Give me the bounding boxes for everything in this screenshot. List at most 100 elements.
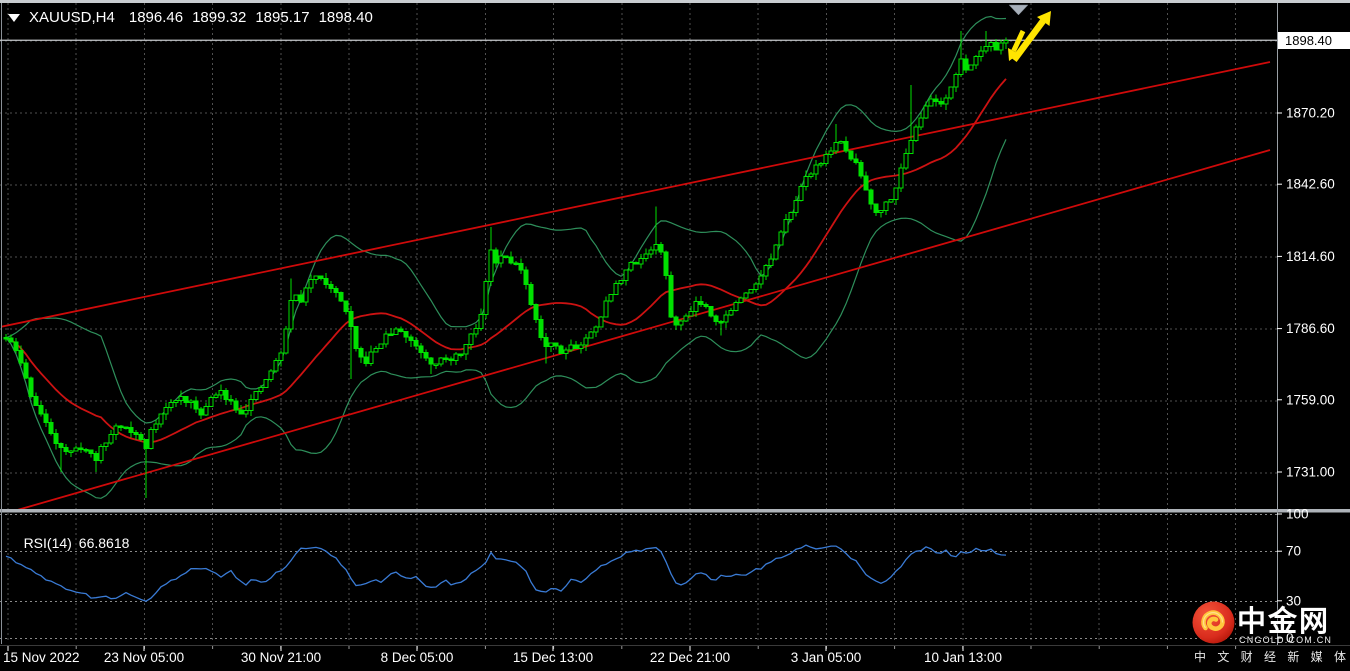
- candle-body: [83, 449, 89, 452]
- price-axis-label[interactable]: 1814.60: [1286, 249, 1335, 264]
- candle-body: [43, 413, 49, 423]
- candle-body: [268, 370, 274, 380]
- time-axis-label[interactable]: 15 Nov 2022: [3, 650, 80, 665]
- candle-body: [673, 316, 679, 326]
- time-axis-label[interactable]: 15 Dec 13:00: [513, 650, 593, 665]
- candle-body: [703, 303, 709, 308]
- candle-body: [628, 261, 634, 271]
- yellow-arrow-down-head[interactable]: [1008, 48, 1019, 61]
- ohlc-high-value: 1899.32: [192, 9, 247, 26]
- rsi-axis-label[interactable]: 70: [1286, 544, 1301, 559]
- candle-body: [798, 186, 804, 201]
- yellow-arrow-up[interactable]: [1011, 19, 1046, 62]
- candle-body: [228, 398, 234, 402]
- candle-body: [423, 351, 429, 359]
- time-axis-label[interactable]: 3 Jan 05:00: [791, 650, 862, 665]
- rsi-axis-label[interactable]: 30: [1286, 593, 1301, 608]
- candle-body: [858, 161, 864, 177]
- candle-body: [588, 331, 594, 339]
- candle-body: [563, 349, 569, 355]
- price-axis-label[interactable]: 1842.60: [1286, 177, 1335, 192]
- candle-body: [393, 328, 399, 335]
- candle-body: [23, 362, 29, 379]
- trendline-channel-upper[interactable]: [0, 61, 1271, 328]
- candle-body: [518, 262, 524, 271]
- rsi-axis-label[interactable]: 100: [1286, 507, 1309, 522]
- candle-body: [788, 211, 794, 220]
- price-axis-label[interactable]: 1759.00: [1286, 392, 1335, 407]
- candle-body: [173, 399, 179, 404]
- candle-body: [468, 333, 474, 345]
- candle-body: [598, 316, 604, 328]
- candle-body: [258, 387, 264, 392]
- time-axis-label[interactable]: 22 Dec 21:00: [650, 650, 730, 665]
- candle-body: [923, 105, 929, 119]
- candle-body: [378, 343, 384, 349]
- time-axis-label[interactable]: 23 Nov 05:00: [104, 650, 184, 665]
- trendline-channel-lower[interactable]: [0, 149, 1271, 515]
- symbol-dropdown-icon[interactable]: [8, 13, 20, 22]
- candle-body: [853, 158, 859, 163]
- candle-body: [658, 244, 664, 253]
- candle-body: [693, 301, 699, 312]
- candle-body: [298, 294, 304, 303]
- candle-body: [448, 358, 454, 362]
- rsi-pane: [5, 544, 1007, 602]
- candle-body: [353, 326, 359, 349]
- rsi-axis-label[interactable]: 0: [1286, 631, 1294, 646]
- candle-body: [723, 314, 729, 323]
- candle-body: [463, 343, 469, 355]
- candle-body: [63, 447, 69, 453]
- yellow-arrow-down[interactable]: [1011, 29, 1026, 53]
- candle-body: [488, 249, 494, 283]
- candle-body: [938, 100, 944, 105]
- candle-body: [158, 413, 164, 425]
- candle-body: [303, 287, 309, 303]
- candle-body: [458, 353, 464, 357]
- candle-body: [163, 407, 169, 415]
- time-axis-label[interactable]: 30 Nov 21:00: [241, 650, 321, 665]
- candle-body: [883, 201, 889, 211]
- candle-body: [338, 292, 344, 302]
- candle-body: [93, 453, 99, 462]
- cngold-logo: 中金网 CNGOLD.COM.CN 中 文 财 经 新 媒 体: [1190, 597, 1348, 665]
- candle-body: [813, 164, 819, 175]
- candle-body: [678, 320, 684, 326]
- candle-body: [748, 288, 754, 294]
- window-top-border: [0, 0, 1350, 3]
- time-axis-label[interactable]: 8 Dec 05:00: [381, 650, 454, 665]
- yellow-arrow-up-head[interactable]: [1037, 11, 1051, 26]
- bollinger-middle-ma: [5, 78, 1007, 444]
- candle-body: [818, 163, 824, 166]
- ohlc-open-value: 1896.46: [128, 9, 184, 26]
- price-axis-label[interactable]: 1786.60: [1286, 321, 1335, 336]
- price-axis-label[interactable]: 1870.20: [1286, 106, 1335, 121]
- candle-body: [28, 377, 34, 397]
- rsi-indicator-label: RSI(14) 66.8618: [8, 519, 130, 567]
- candle-body: [843, 140, 849, 152]
- candle-body: [668, 274, 674, 318]
- candle-body: [868, 189, 874, 205]
- gray-triangle-marker[interactable]: [1008, 4, 1029, 16]
- time-axis-label[interactable]: 10 Jan 13:00: [924, 650, 1002, 665]
- bollinger-upper-band: [5, 15, 1007, 424]
- candle-body: [928, 98, 934, 107]
- candle-body: [688, 310, 694, 317]
- candle-body: [633, 261, 639, 265]
- candle-body: [543, 336, 549, 348]
- price-axis-label[interactable]: 1731.00: [1286, 464, 1335, 479]
- candle-body: [733, 301, 739, 312]
- current-price-tag: 1898.40: [1278, 32, 1350, 49]
- candle-body: [753, 283, 759, 290]
- candle-body: [188, 400, 194, 404]
- candle-body: [803, 175, 809, 188]
- candle-body: [528, 283, 534, 305]
- candle-body: [623, 269, 629, 281]
- candle-body: [878, 209, 884, 213]
- candle-body: [898, 167, 904, 189]
- candle-body: [428, 357, 434, 365]
- panel-separator[interactable]: [0, 509, 1350, 513]
- candle-body: [123, 426, 129, 430]
- candle-body: [348, 310, 354, 328]
